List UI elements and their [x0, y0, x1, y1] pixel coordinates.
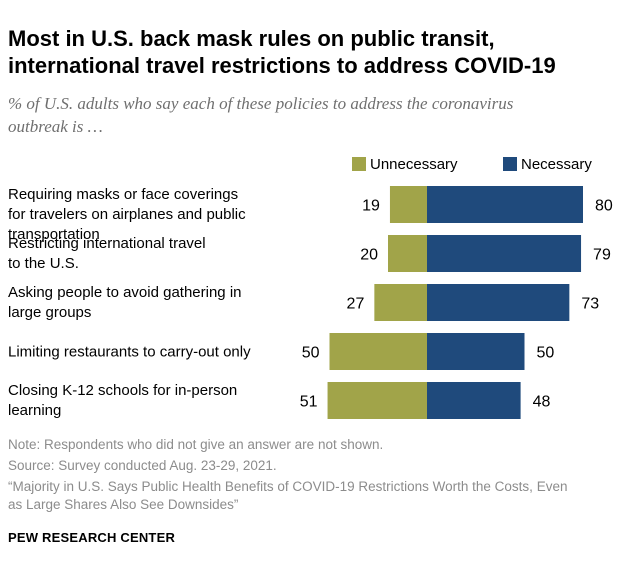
data-label-necessary: 48 — [533, 394, 551, 411]
category-label: Closing K-12 schools for in-person learni… — [8, 382, 237, 419]
category-label-line: Asking people to avoid gathering in — [8, 284, 242, 301]
data-label-necessary: 50 — [537, 345, 555, 362]
data-label-unnecessary: 19 — [362, 198, 380, 215]
diverging-bar-chart: Unnecessary Necessary Requiring masks or f… — [8, 156, 613, 419]
bar-necessary — [427, 333, 525, 370]
chart-subtitle-line-2: outbreak is … — [8, 117, 103, 136]
category-label-line: Closing K-12 schools for in-person — [8, 382, 237, 399]
bar-necessary — [427, 382, 521, 419]
source-note: Source: Survey conducted Aug. 23-29, 202… — [8, 458, 277, 473]
legend-swatch-necessary — [503, 157, 517, 171]
data-label-unnecessary: 20 — [360, 247, 378, 264]
report-title-line-2: as Large Shares Also See Downsides” — [8, 497, 239, 512]
data-label-necessary: 79 — [593, 247, 611, 264]
category-label-line: Requiring masks or face coverings — [8, 186, 238, 203]
bar-necessary — [427, 235, 582, 272]
data-label-unnecessary: 50 — [302, 345, 320, 362]
category-label-line: transportation — [8, 226, 100, 243]
pew-brand: PEW RESEARCH CENTER — [8, 530, 176, 545]
bar-unnecessary — [374, 284, 427, 321]
legend-label-unnecessary: Unnecessary — [370, 156, 458, 173]
chart-title-line-2: international travel restrictions to add… — [8, 53, 556, 78]
bar-unnecessary — [329, 333, 427, 370]
category-label-line: large groups — [8, 304, 91, 321]
chart-title: Most in U.S. back mask rules on public t… — [8, 25, 633, 79]
category-label-line: learning — [8, 402, 61, 419]
data-label-necessary: 73 — [581, 296, 599, 313]
legend-swatch-unnecessary — [352, 157, 366, 171]
bar-unnecessary — [388, 235, 427, 272]
chart-subtitle-line-1: % of U.S. adults who say each of these p… — [8, 94, 514, 113]
category-label-line: to the U.S. — [8, 255, 79, 272]
data-label-unnecessary: 27 — [347, 296, 365, 313]
chart-subtitle: % of U.S. adults who say each of these p… — [8, 92, 633, 138]
legend-label-necessary: Necessary — [521, 156, 592, 173]
report-title: “Majority in U.S. Says Public Health Ben… — [8, 478, 633, 514]
category-label-line: for travelers on airplanes and public — [8, 206, 246, 223]
category-label: Restricting international travel to the U… — [8, 235, 206, 272]
category-label-line: Restricting international travel — [8, 235, 206, 252]
category-label: Requiring masks or face coverings for tra… — [8, 186, 246, 243]
category-label: Asking people to avoid gathering in large… — [8, 284, 242, 321]
bar-unnecessary — [327, 382, 427, 419]
category-label: Limiting restaurants to carry-out only — [8, 344, 251, 361]
data-label-unnecessary: 51 — [300, 394, 318, 411]
footnote: Note: Respondents who did not give an an… — [8, 437, 384, 452]
data-label-necessary: 80 — [595, 198, 613, 215]
chart-title-line-1: Most in U.S. back mask rules on public t… — [8, 26, 495, 51]
bar-necessary — [427, 284, 570, 321]
report-title-line-1: “Majority in U.S. Says Public Health Ben… — [8, 479, 568, 494]
bar-necessary — [427, 186, 583, 223]
bar-unnecessary — [389, 186, 427, 223]
category-label-line: Limiting restaurants to carry-out only — [8, 344, 251, 361]
